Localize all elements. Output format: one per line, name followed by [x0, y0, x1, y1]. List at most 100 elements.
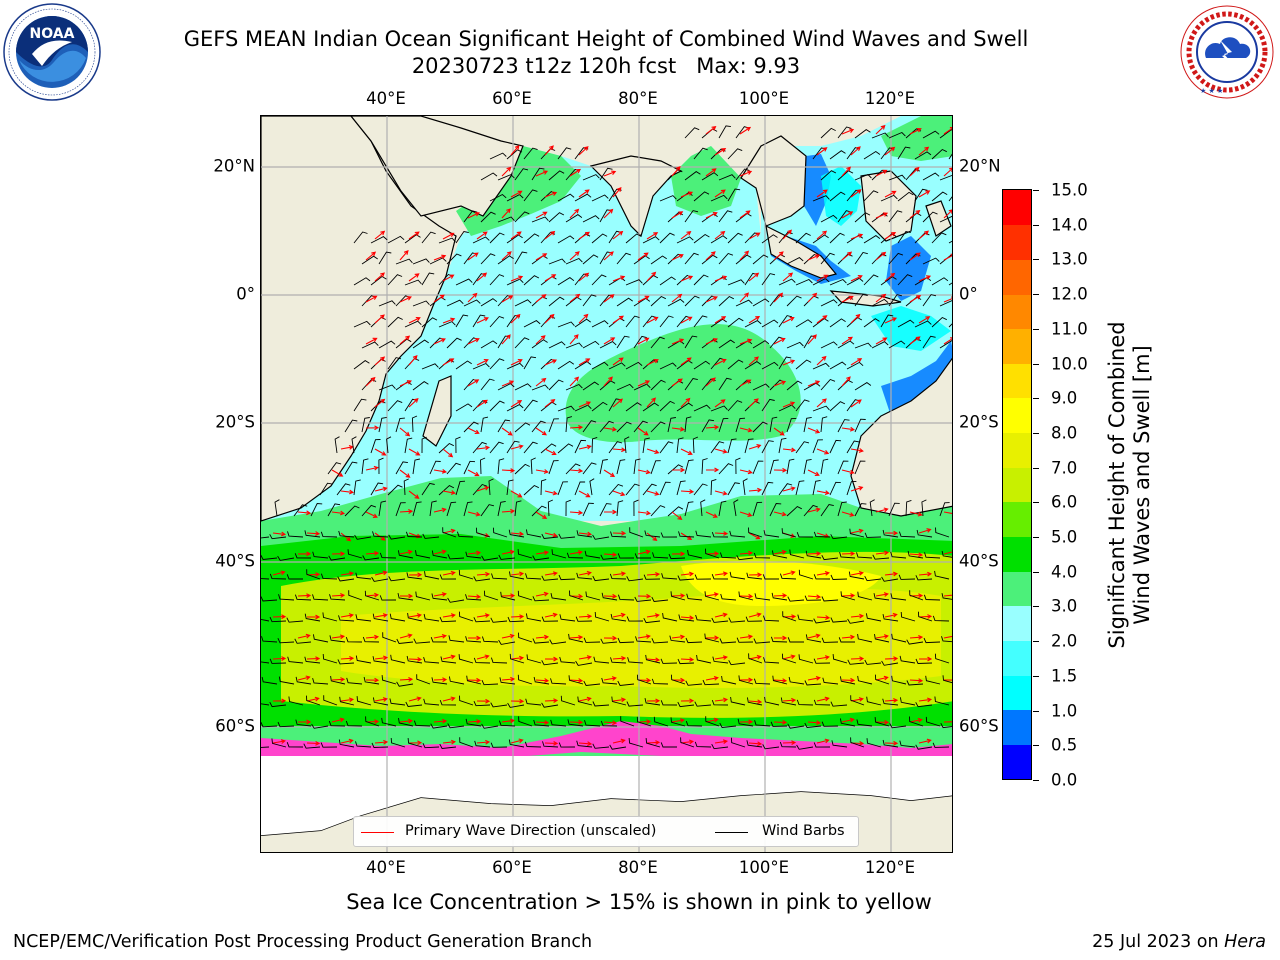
- wave-direction-arrow: [705, 377, 716, 387]
- wave-direction-arrow: [705, 126, 717, 135]
- wind-barb: [830, 701, 848, 707]
- wave-direction-arrow: [714, 571, 729, 577]
- wave-direction-arrow: [918, 190, 931, 198]
- wind-barb: [914, 320, 932, 328]
- wind-barb: [736, 555, 754, 561]
- wind-barb: [386, 436, 392, 454]
- wind-barb: [670, 591, 686, 601]
- wind-barb: [306, 569, 321, 580]
- wave-direction-arrow: [680, 357, 692, 366]
- wind-barb: [458, 654, 474, 664]
- wind-barb: [762, 574, 779, 580]
- wave-direction-arrow: [544, 571, 558, 576]
- wind-barb: [387, 357, 402, 370]
- wave-direction-arrow: [739, 210, 751, 219]
- wind-barb: [812, 234, 829, 244]
- wind-barb: [727, 359, 744, 370]
- wind-barb: [746, 572, 763, 580]
- wind-barb: [491, 573, 508, 580]
- wave-direction-arrow: [578, 531, 593, 537]
- wave-direction-arrow: [467, 469, 480, 477]
- wind-barb: [650, 379, 666, 391]
- wind-barb: [584, 720, 601, 727]
- wave-direction-arrow: [850, 528, 864, 534]
- wave-direction-arrow: [476, 571, 491, 577]
- wind-barb: [770, 636, 788, 643]
- wind-barb: [565, 463, 581, 475]
- wave-direction-arrow: [399, 335, 411, 345]
- wave-direction-arrow: [612, 530, 627, 536]
- wave-direction-arrow: [637, 427, 649, 436]
- wave-direction-arrow: [612, 398, 623, 408]
- wave-direction-arrow: [365, 634, 380, 640]
- wind-barb: [533, 719, 550, 727]
- wave-direction-arrow: [365, 376, 376, 387]
- wave-direction-arrow: [943, 511, 952, 516]
- land-arabia: [350, 116, 524, 217]
- noaa-logo-icon: NOAA: [3, 3, 101, 101]
- wind-barb: [829, 481, 841, 496]
- wind-barb: [591, 361, 609, 370]
- wind-barb: [473, 657, 491, 664]
- wind-barb: [786, 257, 804, 265]
- wind-barb: [786, 295, 802, 307]
- wind-barb: [871, 298, 889, 307]
- wind-barb: [472, 441, 487, 454]
- wave-direction-arrow: [272, 531, 287, 537]
- wind-barb: [370, 275, 387, 286]
- wave-direction-arrow: [646, 613, 660, 618]
- colorbar-tick: [1033, 606, 1039, 608]
- wind-barb: [407, 612, 423, 622]
- wind-barb: [710, 194, 728, 202]
- wave-direction-arrow: [637, 380, 651, 387]
- wave-direction-arrow: [399, 718, 414, 724]
- wind-barb: [379, 552, 397, 559]
- wave-direction-arrow: [774, 635, 788, 641]
- wind-barb: [795, 441, 810, 454]
- wave-direction-arrow: [578, 570, 592, 576]
- wind-barb: [863, 235, 881, 244]
- wave-direction-arrow: [714, 230, 726, 240]
- wave-direction-arrow: [884, 740, 899, 746]
- wind-barb: [424, 571, 440, 580]
- wave-direction-arrow: [646, 740, 661, 745]
- wave-direction-arrow: [748, 572, 763, 578]
- wave-direction-arrow: [943, 209, 952, 219]
- wind-barb: [710, 405, 728, 412]
- wind-barb: [601, 592, 618, 601]
- wind-barb: [921, 499, 927, 517]
- wave-direction-arrow: [399, 549, 413, 555]
- wind-barb: [440, 656, 457, 664]
- land-africa: [261, 116, 457, 522]
- wind-barb: [866, 738, 882, 748]
- wave-direction-arrow: [604, 509, 618, 515]
- wind-barb: [327, 503, 341, 517]
- wave-direction-arrow: [909, 210, 921, 219]
- wave-direction-arrow: [510, 698, 525, 704]
- wave-direction-arrow: [841, 511, 855, 517]
- wind-barb: [489, 400, 505, 412]
- wind-barb: [473, 701, 491, 707]
- wind-barb: [412, 300, 430, 307]
- wave-direction-arrow: [782, 654, 796, 660]
- wave-direction-arrow: [671, 593, 686, 599]
- wind-barb: [704, 591, 720, 601]
- wind-barb: [430, 637, 448, 643]
- colorbar-tick: [1033, 190, 1039, 191]
- colorbar-tick-label: 4.0: [1051, 562, 1078, 582]
- wind-barb: [458, 611, 474, 622]
- wind-barb: [829, 278, 847, 286]
- colorbar-tick: [1033, 675, 1039, 677]
- wave-direction-arrow: [850, 313, 861, 324]
- wave-direction-arrow: [773, 511, 787, 517]
- wave-direction-arrow: [399, 469, 411, 478]
- wave-direction-arrow: [307, 614, 321, 620]
- wind-barb: [840, 591, 856, 601]
- wave-direction-arrow: [909, 552, 924, 558]
- wind-barb: [446, 253, 462, 265]
- wind-barb: [288, 696, 304, 706]
- wind-barb: [863, 150, 881, 160]
- wind-barb: [633, 420, 648, 433]
- wind-barb: [667, 464, 684, 475]
- wind-barb: [701, 128, 718, 139]
